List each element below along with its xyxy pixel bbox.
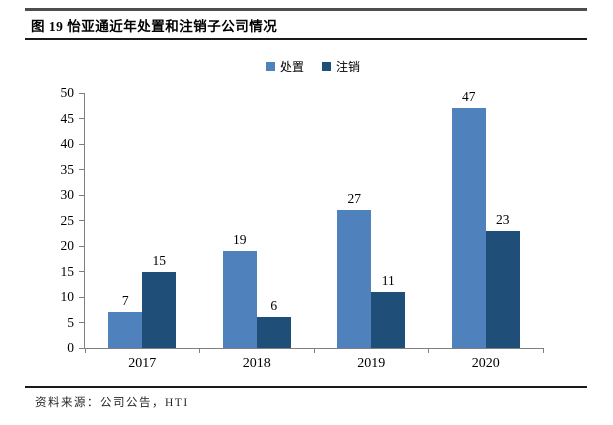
source-divider-rule — [25, 386, 587, 388]
y-axis-tick-label: 25 — [60, 212, 75, 228]
bar-处置-2017 — [108, 312, 143, 348]
title-divider-rule — [25, 38, 587, 40]
y-axis-tick-label: 40 — [60, 136, 75, 151]
y-axis-tick-label: 30 — [60, 187, 75, 202]
y-axis-tick — [78, 347, 84, 349]
bar-value-label: 27 — [347, 191, 362, 207]
bar-value-label: 47 — [462, 89, 476, 105]
y-axis-tick-label: 15 — [60, 263, 75, 279]
bar-处置-2018 — [222, 251, 257, 348]
y-axis-tick — [78, 245, 84, 247]
bar-处置-2019 — [337, 210, 372, 348]
x-axis-tick — [428, 348, 429, 353]
y-axis-tick-label: 45 — [60, 110, 75, 126]
bar-value-label: 6 — [270, 298, 278, 314]
y-axis-tick-label: 5 — [67, 314, 74, 330]
y-axis-tick — [78, 194, 84, 196]
bar-value-label: 19 — [233, 232, 247, 248]
legend-label: 处置 — [279, 60, 304, 74]
bar-value-label: 7 — [121, 293, 129, 309]
bar-注销-2020 — [485, 230, 520, 348]
source-note: 资料来源：公司公告，HTI — [35, 397, 189, 409]
y-axis-tick — [78, 296, 84, 298]
y-axis-tick — [78, 92, 84, 94]
category-label: 2019 — [357, 356, 386, 371]
y-axis-tick — [78, 169, 84, 170]
x-axis-tick — [542, 348, 544, 353]
bar-处置-2020 — [451, 108, 486, 348]
category-label: 2017 — [128, 356, 157, 371]
legend-label: 注销 — [336, 60, 361, 74]
plot-area: 0 5 10 15 20 25 30 35 40 45 50 2017 7 15 2018 19 6 2019 27… — [61, 85, 544, 371]
y-axis-tick — [78, 322, 84, 323]
y-axis-tick-label: 20 — [60, 238, 75, 253]
y-axis-tick — [78, 271, 84, 272]
category-label: 2020 — [471, 356, 500, 371]
y-axis-tick — [78, 220, 84, 221]
y-axis-tick — [78, 143, 84, 145]
x-axis-tick — [313, 348, 315, 353]
chart-legend: 处置 注销 — [84, 58, 542, 75]
y-axis-tick — [78, 118, 84, 119]
figure-title: 图 19 怡亚通近年处置和注销子公司情况 — [31, 19, 278, 34]
y-axis-tick-label: 10 — [60, 289, 75, 304]
bar-value-label: 23 — [496, 211, 510, 227]
bar-value-label: 11 — [381, 272, 395, 288]
y-axis-tick-label: 0 — [67, 340, 74, 355]
category-label: 2018 — [242, 356, 271, 371]
bar-注销-2017 — [142, 271, 177, 348]
x-axis-tick — [199, 348, 200, 353]
legend-swatch-icon — [265, 62, 275, 71]
top-rule — [25, 8, 587, 11]
legend-item-处置: 处置 — [265, 58, 304, 75]
legend-swatch-icon — [322, 62, 331, 71]
legend-item-注销: 注销 — [322, 58, 360, 75]
x-axis-tick — [84, 348, 86, 353]
y-axis-tick-label: 35 — [60, 161, 75, 177]
bar-注销-2019 — [371, 291, 406, 348]
bar-注销-2018 — [256, 317, 291, 348]
y-axis-tick-label: 50 — [60, 85, 75, 100]
bar-value-label: 15 — [152, 252, 167, 268]
